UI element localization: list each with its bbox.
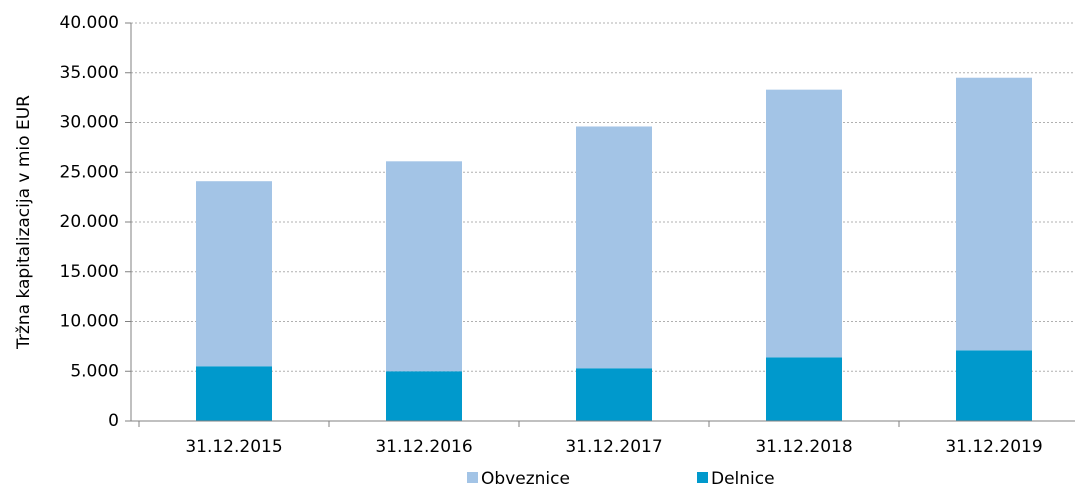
x-tick-label: 31.12.2018: [755, 437, 852, 457]
bar-segment: [956, 350, 1032, 421]
bar-segment: [196, 181, 272, 367]
bar-segment: [196, 366, 272, 421]
y-tick-label: 25.000: [60, 162, 119, 182]
bar-segment: [956, 77, 1032, 351]
y-tick-label: 10.000: [60, 312, 119, 332]
y-tick-label: 0: [108, 411, 119, 431]
y-tick-label: 35.000: [60, 63, 119, 83]
bar-segment: [576, 368, 652, 421]
y-tick-label: 40.000: [60, 13, 119, 33]
legend-label: Delnice: [711, 469, 775, 489]
y-axis-label: Tržna kapitalizacija v mio EUR: [14, 95, 34, 350]
x-tick-label: 31.12.2016: [375, 437, 472, 457]
x-tick-label: 31.12.2017: [565, 437, 662, 457]
y-tick-label: 30.000: [60, 113, 119, 133]
y-tick-label: 20.000: [60, 212, 119, 232]
bar-segment: [386, 371, 462, 421]
legend-swatch: [697, 472, 708, 483]
x-tick-label: 31.12.2015: [185, 437, 282, 457]
bar-segment: [766, 89, 842, 358]
bar-segment: [386, 161, 462, 372]
y-tick-label: 15.000: [60, 262, 119, 282]
y-tick-label: 5.000: [70, 361, 119, 381]
x-tick-label: 31.12.2019: [945, 437, 1042, 457]
legend-swatch: [467, 472, 478, 483]
bar-segment: [576, 126, 652, 369]
bar-segment: [766, 357, 842, 421]
legend-label: Obveznice: [481, 469, 570, 489]
